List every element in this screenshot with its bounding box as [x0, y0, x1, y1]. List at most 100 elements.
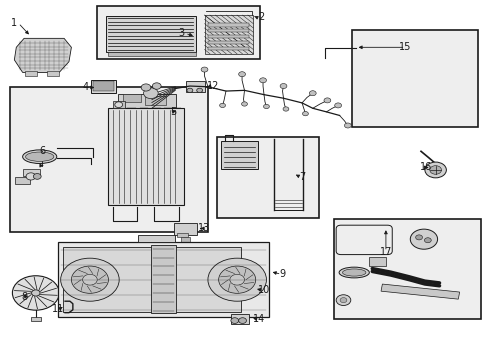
- Bar: [204, 15, 253, 54]
- Circle shape: [283, 107, 288, 111]
- Bar: [207, 29, 249, 32]
- Circle shape: [12, 276, 59, 310]
- Text: 13: 13: [198, 224, 210, 233]
- Bar: [173, 223, 197, 234]
- Polygon shape: [14, 39, 71, 72]
- Text: 5: 5: [170, 107, 177, 117]
- Bar: [93, 81, 114, 91]
- Text: 1: 1: [11, 18, 18, 28]
- Ellipse shape: [22, 150, 57, 163]
- Text: 11: 11: [52, 304, 64, 314]
- Circle shape: [263, 104, 269, 109]
- Bar: [172, 108, 181, 118]
- Bar: [10, 87, 207, 232]
- Text: 4: 4: [83, 82, 89, 93]
- Bar: [15, 177, 30, 184]
- Circle shape: [115, 102, 122, 108]
- Bar: [122, 94, 141, 102]
- Circle shape: [238, 318, 246, 323]
- Bar: [117, 108, 125, 118]
- Bar: [25, 71, 37, 76]
- Bar: [163, 108, 172, 118]
- Circle shape: [33, 174, 41, 179]
- Circle shape: [196, 88, 202, 93]
- Circle shape: [141, 84, 151, 91]
- Circle shape: [309, 91, 316, 96]
- Bar: [127, 108, 136, 118]
- Text: 14: 14: [252, 314, 264, 324]
- Circle shape: [259, 78, 266, 83]
- Bar: [230, 314, 249, 324]
- Bar: [351, 30, 477, 127]
- Circle shape: [143, 88, 158, 99]
- Text: 6: 6: [39, 145, 45, 156]
- Bar: [153, 247, 241, 312]
- Circle shape: [230, 318, 238, 323]
- Bar: [105, 17, 195, 51]
- Circle shape: [26, 173, 36, 180]
- Circle shape: [335, 295, 350, 306]
- Text: 3: 3: [178, 28, 184, 38]
- Bar: [185, 81, 204, 92]
- Circle shape: [280, 84, 286, 89]
- Bar: [63, 247, 151, 312]
- Bar: [140, 108, 148, 118]
- Bar: [138, 234, 175, 242]
- Circle shape: [241, 102, 247, 106]
- Circle shape: [334, 103, 341, 108]
- Bar: [207, 35, 249, 39]
- Text: 16: 16: [419, 162, 431, 172]
- Bar: [181, 237, 189, 242]
- Text: 10: 10: [257, 285, 269, 296]
- Bar: [22, 168, 40, 176]
- Circle shape: [207, 258, 266, 301]
- Circle shape: [409, 229, 437, 249]
- Bar: [91, 80, 116, 93]
- Text: 17: 17: [379, 247, 391, 257]
- Bar: [108, 108, 183, 205]
- Text: 15: 15: [398, 42, 411, 52]
- Text: 2: 2: [258, 12, 264, 22]
- Bar: [216, 137, 318, 218]
- Circle shape: [415, 235, 422, 240]
- Circle shape: [32, 290, 40, 296]
- Bar: [207, 23, 249, 27]
- Circle shape: [61, 258, 119, 301]
- Circle shape: [429, 166, 441, 174]
- Bar: [31, 317, 41, 321]
- Bar: [145, 96, 165, 105]
- Text: 12: 12: [206, 81, 219, 91]
- Circle shape: [219, 103, 225, 108]
- Text: 9: 9: [279, 269, 285, 279]
- Bar: [207, 46, 249, 50]
- Bar: [177, 233, 187, 237]
- Bar: [151, 245, 175, 314]
- Circle shape: [324, 98, 330, 103]
- Text: 8: 8: [21, 292, 27, 302]
- Bar: [108, 51, 195, 56]
- Text: 7: 7: [298, 172, 305, 182]
- Circle shape: [229, 274, 244, 285]
- Bar: [47, 71, 59, 76]
- Bar: [221, 140, 257, 169]
- Circle shape: [344, 123, 350, 128]
- Circle shape: [82, 274, 97, 285]
- Bar: [112, 108, 182, 119]
- Bar: [118, 94, 176, 108]
- Circle shape: [71, 266, 108, 293]
- Circle shape: [424, 238, 430, 243]
- Bar: [97, 6, 260, 59]
- Bar: [207, 41, 249, 44]
- Bar: [152, 108, 160, 118]
- Circle shape: [201, 67, 207, 72]
- Circle shape: [186, 88, 192, 93]
- Bar: [113, 101, 125, 108]
- Circle shape: [152, 83, 161, 89]
- Ellipse shape: [25, 152, 54, 161]
- Circle shape: [238, 72, 245, 77]
- Circle shape: [302, 112, 308, 116]
- Bar: [380, 284, 459, 299]
- Bar: [368, 257, 385, 266]
- Bar: [58, 242, 268, 317]
- Circle shape: [339, 298, 346, 303]
